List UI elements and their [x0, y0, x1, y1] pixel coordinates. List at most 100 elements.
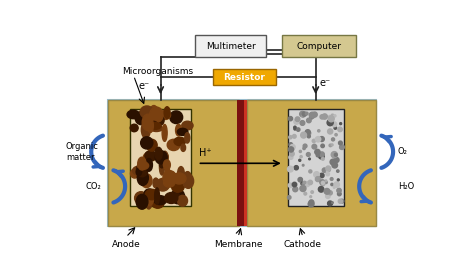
Ellipse shape — [153, 178, 159, 188]
Circle shape — [289, 143, 292, 146]
Ellipse shape — [175, 124, 182, 136]
Circle shape — [319, 152, 324, 157]
Circle shape — [328, 115, 331, 117]
Circle shape — [326, 172, 329, 176]
Circle shape — [308, 201, 314, 207]
Ellipse shape — [182, 121, 193, 130]
Circle shape — [287, 196, 291, 199]
Circle shape — [294, 126, 296, 129]
Circle shape — [320, 115, 324, 119]
Ellipse shape — [162, 124, 167, 141]
Text: H⁺: H⁺ — [199, 148, 212, 158]
Circle shape — [326, 194, 330, 198]
Circle shape — [338, 141, 342, 145]
Circle shape — [294, 119, 299, 124]
Text: Anode: Anode — [111, 239, 140, 248]
Ellipse shape — [137, 162, 149, 170]
Ellipse shape — [150, 107, 163, 122]
Ellipse shape — [185, 133, 190, 143]
Text: Microorganisms: Microorganisms — [122, 66, 193, 76]
Text: Cathode: Cathode — [284, 239, 322, 248]
Circle shape — [295, 117, 300, 122]
Ellipse shape — [163, 171, 176, 185]
Circle shape — [301, 182, 304, 185]
Circle shape — [309, 170, 312, 173]
Ellipse shape — [130, 124, 138, 132]
Ellipse shape — [165, 193, 178, 204]
Ellipse shape — [172, 193, 180, 200]
Ellipse shape — [178, 195, 188, 206]
Ellipse shape — [146, 158, 153, 171]
Circle shape — [340, 199, 344, 203]
Bar — [237, 100, 244, 227]
Ellipse shape — [146, 195, 152, 209]
Circle shape — [322, 168, 327, 172]
Circle shape — [305, 181, 310, 187]
Ellipse shape — [148, 110, 159, 123]
Circle shape — [334, 115, 336, 117]
Text: e⁻: e⁻ — [138, 81, 149, 91]
Circle shape — [318, 130, 320, 132]
Circle shape — [328, 116, 334, 122]
Bar — [244, 100, 247, 227]
Circle shape — [303, 144, 307, 148]
Text: Resistor: Resistor — [224, 73, 265, 82]
Ellipse shape — [159, 158, 164, 175]
Circle shape — [337, 170, 339, 172]
Circle shape — [326, 166, 331, 171]
Circle shape — [288, 117, 292, 121]
Circle shape — [288, 166, 293, 172]
Ellipse shape — [143, 194, 154, 206]
Text: Multimeter: Multimeter — [206, 42, 255, 51]
Circle shape — [316, 154, 319, 157]
Ellipse shape — [162, 151, 168, 165]
Circle shape — [307, 118, 311, 123]
Circle shape — [300, 112, 305, 117]
Ellipse shape — [158, 152, 168, 161]
Text: e⁻: e⁻ — [319, 78, 330, 88]
Circle shape — [328, 201, 332, 206]
Bar — [195, 35, 266, 57]
Bar — [130, 109, 191, 206]
Circle shape — [308, 180, 312, 185]
Circle shape — [288, 183, 292, 188]
Circle shape — [300, 156, 302, 158]
Circle shape — [328, 129, 333, 134]
Circle shape — [303, 181, 306, 184]
Circle shape — [331, 183, 333, 186]
Ellipse shape — [183, 174, 193, 188]
Circle shape — [299, 150, 301, 153]
Circle shape — [290, 144, 295, 150]
Bar — [282, 35, 356, 57]
Circle shape — [325, 180, 327, 181]
Circle shape — [302, 114, 304, 117]
Circle shape — [300, 185, 306, 191]
Circle shape — [330, 178, 333, 180]
Circle shape — [305, 112, 308, 115]
Circle shape — [324, 188, 330, 194]
Circle shape — [307, 135, 310, 138]
Circle shape — [310, 116, 313, 119]
Ellipse shape — [154, 196, 167, 205]
Ellipse shape — [174, 137, 185, 146]
Circle shape — [335, 134, 337, 136]
Circle shape — [319, 137, 324, 141]
Circle shape — [320, 180, 325, 185]
Circle shape — [298, 177, 302, 182]
Circle shape — [321, 181, 325, 185]
Ellipse shape — [164, 107, 170, 119]
Ellipse shape — [178, 167, 184, 180]
Ellipse shape — [145, 152, 155, 160]
Circle shape — [293, 187, 298, 192]
Ellipse shape — [173, 173, 186, 184]
Ellipse shape — [144, 152, 156, 161]
Circle shape — [297, 128, 300, 131]
Ellipse shape — [135, 112, 147, 125]
Ellipse shape — [150, 125, 163, 131]
Ellipse shape — [136, 168, 142, 176]
Circle shape — [334, 127, 337, 129]
Circle shape — [331, 144, 333, 146]
Bar — [213, 69, 276, 85]
Circle shape — [331, 151, 337, 158]
Circle shape — [321, 144, 324, 148]
